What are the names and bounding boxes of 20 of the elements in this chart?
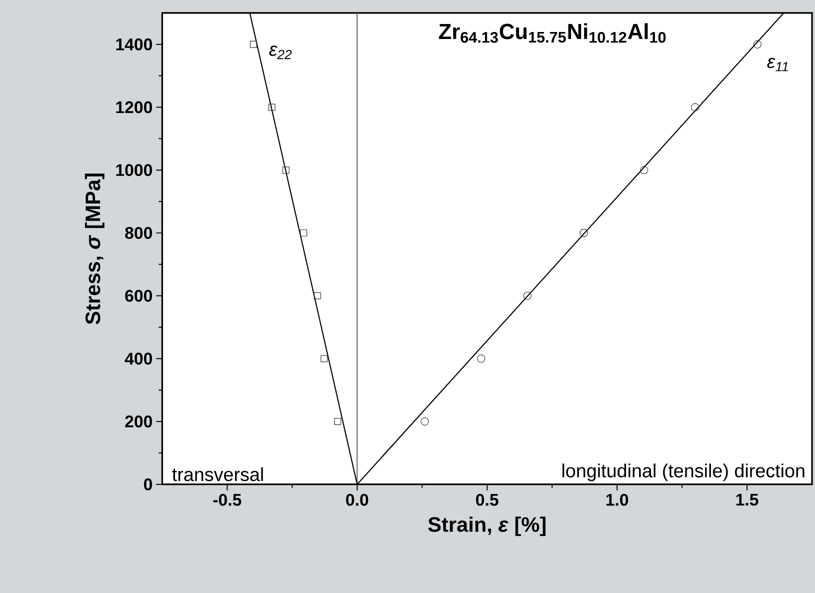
x-tick-label: 0.0 (346, 494, 368, 506)
annotation: Zr$_{64.13}$Cu$_{15.75}$Ni$_{10.12}$Al$_{10}$ (438, 23, 666, 43)
x-tick-label: 0.5 (476, 494, 498, 506)
y-axis-title: Stress, σ [MPa] (84, 174, 104, 324)
x-tick-label: 1.5 (736, 494, 758, 506)
y-tick-label: 800 (125, 226, 152, 239)
y-tick-label: 600 (125, 290, 152, 302)
series-label: ε$_{22}$ (269, 46, 292, 60)
series-label: ε$_{11}$ (767, 58, 788, 72)
x-axis-title: Strain, ε [%] (428, 516, 546, 536)
x-tick-label: 1.0 (606, 494, 628, 506)
y-tick-label: 1000 (116, 164, 152, 176)
y-tick-label: 0 (144, 478, 152, 490)
y-tick-label: 1400 (116, 38, 152, 50)
annotation: longitudinal (tensile) direction (562, 464, 804, 482)
y-tick-label: 200 (125, 416, 152, 428)
y-tick-label: 400 (124, 352, 152, 365)
x-tick-label: -0.5 (213, 494, 242, 506)
annotation: transversal (172, 467, 263, 482)
y-tick-label: 1200 (116, 101, 152, 114)
